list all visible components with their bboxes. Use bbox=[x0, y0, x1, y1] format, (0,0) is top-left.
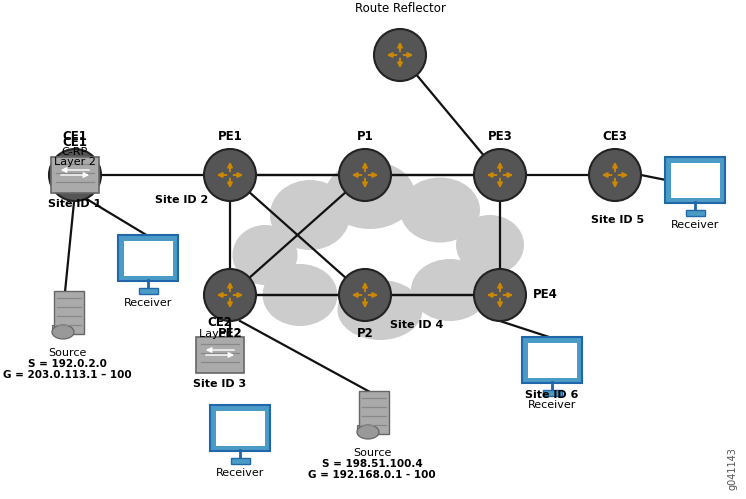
Text: CE3: CE3 bbox=[603, 130, 627, 143]
Ellipse shape bbox=[270, 180, 350, 250]
Ellipse shape bbox=[204, 149, 256, 201]
FancyBboxPatch shape bbox=[671, 163, 719, 198]
Text: PE2: PE2 bbox=[218, 327, 242, 340]
FancyBboxPatch shape bbox=[357, 425, 379, 434]
Text: Route Reflector: Route Reflector bbox=[354, 2, 445, 15]
Ellipse shape bbox=[325, 161, 415, 229]
Text: Layer 2: Layer 2 bbox=[199, 329, 241, 339]
Text: Site ID 6: Site ID 6 bbox=[525, 390, 579, 400]
FancyBboxPatch shape bbox=[124, 241, 172, 275]
FancyBboxPatch shape bbox=[216, 411, 265, 446]
FancyBboxPatch shape bbox=[54, 291, 84, 333]
FancyBboxPatch shape bbox=[542, 390, 562, 396]
Text: Receiver: Receiver bbox=[528, 400, 576, 410]
Text: PE3: PE3 bbox=[488, 130, 513, 143]
Ellipse shape bbox=[474, 269, 526, 321]
Ellipse shape bbox=[49, 149, 101, 201]
Ellipse shape bbox=[456, 215, 524, 275]
Text: G = 192.168.0.1 - 100: G = 192.168.0.1 - 100 bbox=[308, 470, 436, 480]
Ellipse shape bbox=[233, 225, 298, 285]
FancyBboxPatch shape bbox=[686, 210, 704, 216]
Text: Receiver: Receiver bbox=[124, 298, 172, 308]
Ellipse shape bbox=[411, 259, 489, 321]
FancyBboxPatch shape bbox=[231, 458, 249, 464]
FancyBboxPatch shape bbox=[359, 391, 389, 434]
Text: Receiver: Receiver bbox=[216, 468, 264, 478]
Ellipse shape bbox=[374, 29, 426, 81]
Ellipse shape bbox=[474, 149, 526, 201]
Text: Site ID 5: Site ID 5 bbox=[592, 215, 645, 225]
FancyBboxPatch shape bbox=[118, 235, 178, 281]
Text: G = 203.0.113.1 – 100: G = 203.0.113.1 – 100 bbox=[3, 370, 131, 380]
Text: C-RP: C-RP bbox=[62, 147, 88, 157]
FancyBboxPatch shape bbox=[196, 337, 244, 373]
Ellipse shape bbox=[204, 269, 256, 321]
Ellipse shape bbox=[339, 149, 391, 201]
Text: P2: P2 bbox=[357, 327, 374, 340]
Text: S = 198.51.100.4: S = 198.51.100.4 bbox=[322, 459, 422, 469]
Text: g041143: g041143 bbox=[728, 447, 738, 490]
Text: CE1: CE1 bbox=[63, 130, 87, 143]
FancyBboxPatch shape bbox=[665, 157, 725, 203]
Text: Site ID 4: Site ID 4 bbox=[390, 320, 443, 330]
Text: S = 192.0.2.0: S = 192.0.2.0 bbox=[28, 359, 107, 369]
Text: Site ID 2: Site ID 2 bbox=[155, 195, 208, 205]
Ellipse shape bbox=[263, 264, 337, 326]
Text: Layer 2: Layer 2 bbox=[54, 157, 96, 167]
Text: Receiver: Receiver bbox=[671, 220, 719, 230]
Text: Site ID 1: Site ID 1 bbox=[48, 199, 101, 209]
FancyBboxPatch shape bbox=[51, 157, 99, 193]
FancyBboxPatch shape bbox=[139, 287, 157, 293]
Text: PE4: PE4 bbox=[533, 288, 558, 301]
Text: Source: Source bbox=[48, 348, 87, 358]
Text: Source: Source bbox=[353, 448, 391, 458]
Ellipse shape bbox=[400, 178, 480, 243]
FancyBboxPatch shape bbox=[52, 325, 74, 334]
Text: PE1: PE1 bbox=[218, 130, 242, 143]
FancyBboxPatch shape bbox=[210, 405, 270, 451]
Text: Site ID 3: Site ID 3 bbox=[193, 379, 247, 389]
Ellipse shape bbox=[357, 425, 379, 439]
Ellipse shape bbox=[339, 269, 391, 321]
Text: P1: P1 bbox=[357, 130, 374, 143]
Text: CE1: CE1 bbox=[63, 136, 87, 149]
Ellipse shape bbox=[52, 325, 74, 339]
Ellipse shape bbox=[337, 280, 422, 340]
FancyBboxPatch shape bbox=[522, 337, 582, 383]
Ellipse shape bbox=[589, 149, 641, 201]
Text: CE2: CE2 bbox=[207, 316, 233, 329]
FancyBboxPatch shape bbox=[527, 342, 577, 378]
